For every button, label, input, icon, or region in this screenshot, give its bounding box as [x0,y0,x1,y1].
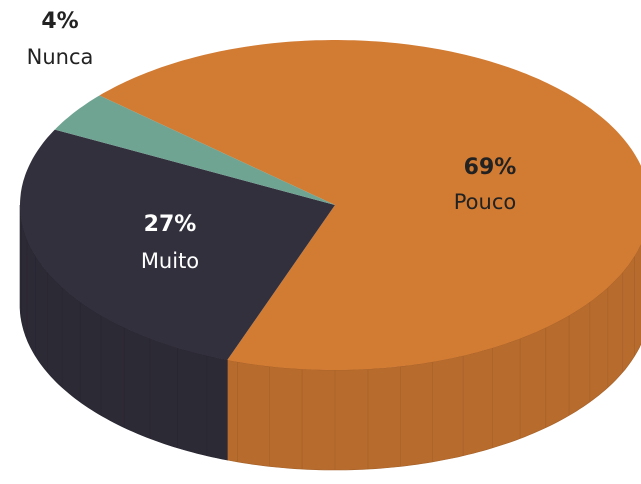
pie-slice [54,95,336,205]
pie-slice [20,129,335,360]
pie-slice [99,40,641,370]
category-label: Muito [141,249,199,273]
slice-side [19,205,228,461]
pie-tops [20,40,641,370]
value-label: 4% [41,9,78,34]
value-label: 69% [464,155,517,180]
value-label: 27% [144,212,197,237]
category-label: Nunca [27,45,94,69]
pie-sides [19,205,641,471]
category-label: Pouco [454,190,516,214]
labels: 69% Pouco 27% Muito 4% Nunca [27,9,517,273]
